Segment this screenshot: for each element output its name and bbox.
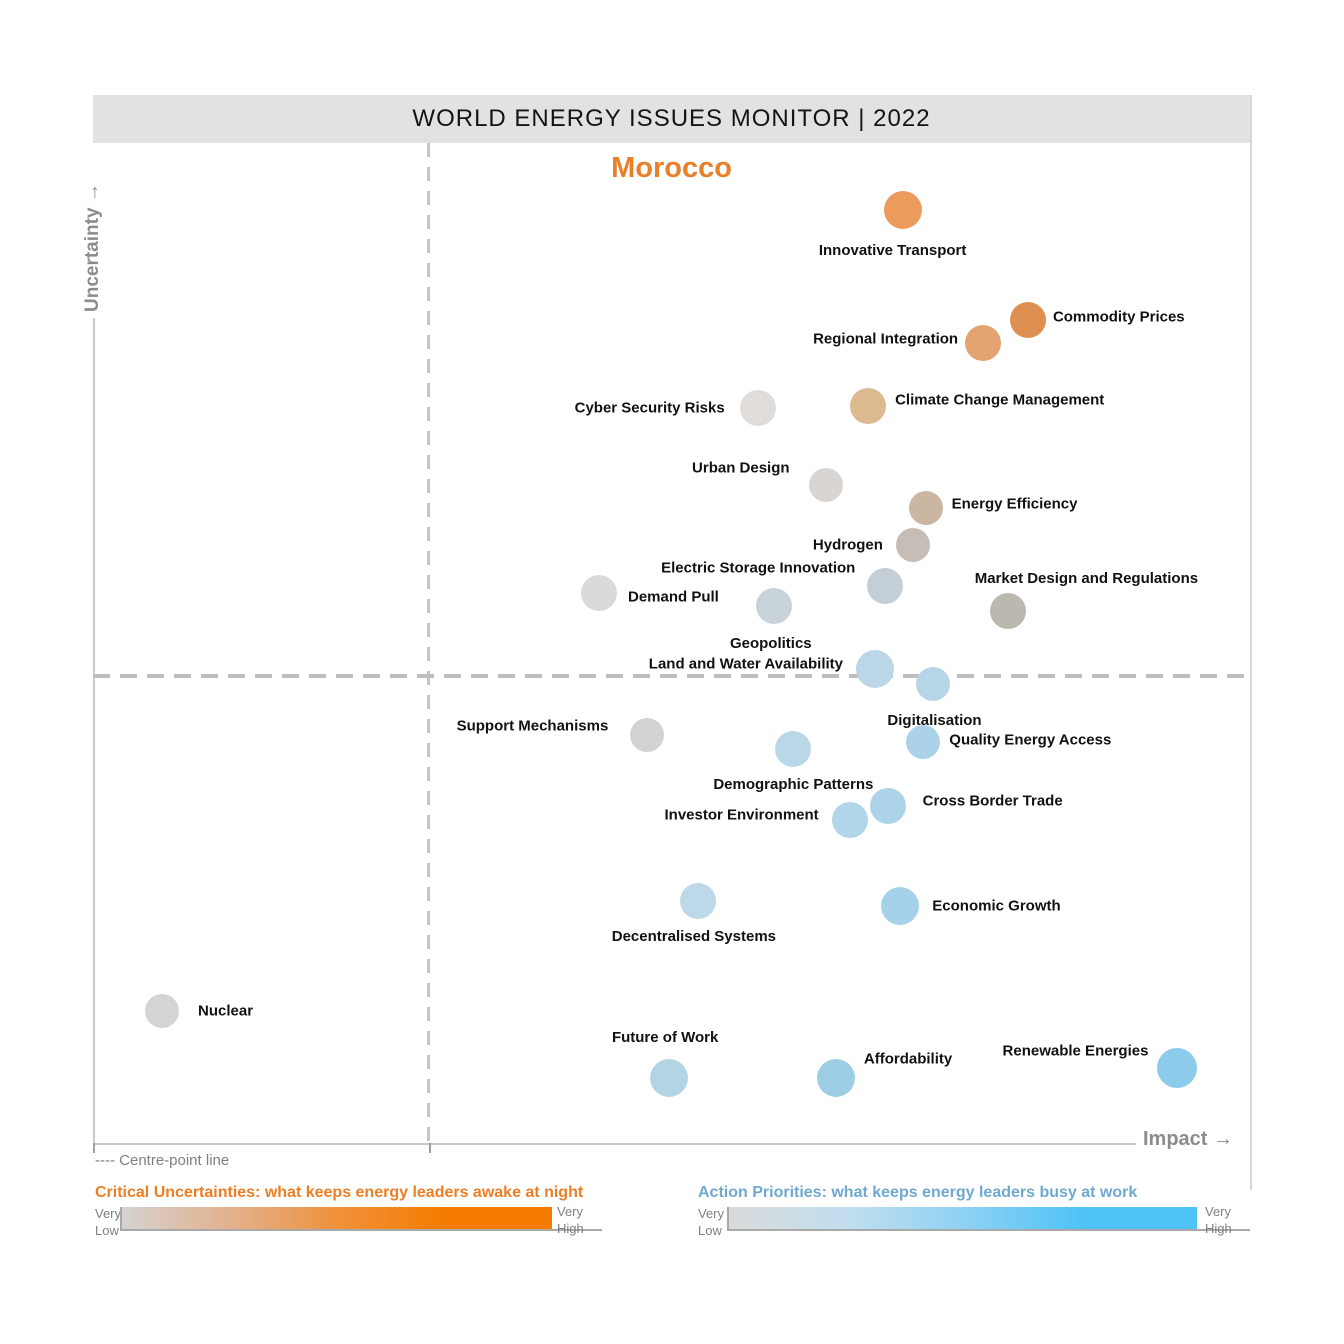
x-axis-label: Impact → (1143, 1128, 1234, 1150)
action-priorities-legend-title: Action Priorities: what keeps energy lea… (698, 1184, 1138, 1201)
chart-point-hydrogen (895, 528, 930, 562)
x-axis-tick-origin (93, 1143, 95, 1153)
chart-point-label-electric-storage-innovation: Electric Storage Innovation (661, 559, 856, 577)
chart-point-label-demographic-patterns: Demographic Patterns (713, 776, 874, 793)
chart-point-urban-design (808, 468, 843, 502)
chart-point-future-of-work (650, 1059, 689, 1097)
chart-point-innovative-transport (883, 191, 922, 229)
chart-point-label-investor-environment: Investor Environment (664, 806, 819, 824)
chart-point-economic-growth (881, 887, 920, 925)
chart-title: WORLD ENERGY ISSUES MONITOR | 2022 (412, 105, 931, 132)
chart-point-label-renewable-energies: Renewable Energies (1002, 1042, 1149, 1060)
chart-point-label-hydrogen: Hydrogen (812, 536, 883, 554)
chart-point-regional-integration (965, 325, 1002, 361)
chart-point-decentralised-systems (679, 883, 716, 919)
chart-point-label-climate-change-management: Climate Change Management (895, 391, 1105, 409)
centre-line-horizontal (93, 674, 1247, 678)
critical-bar-underline (550, 1229, 602, 1231)
x-axis-line (93, 1143, 1136, 1145)
action-legend-very-high-label: Very High (1205, 1204, 1232, 1236)
chart-point-market-design-and-regulations (990, 593, 1027, 629)
chart-point-geopolitics (755, 588, 792, 624)
action-legend-very-low-label: Very Low (698, 1206, 725, 1238)
centre-point-line-note: ---- Centre-point line (95, 1152, 230, 1169)
chart-point-quality-energy-access (906, 725, 941, 759)
y-axis-line (93, 318, 95, 1153)
chart-point-label-economic-growth: Economic Growth (932, 897, 1061, 915)
chart-point-climate-change-management (850, 388, 887, 424)
chart-point-label-land-and-water-availability: Land and Water Availability (648, 655, 843, 673)
chart-point-label-nuclear: Nuclear (198, 1002, 254, 1020)
plot-area: Innovative Transport Commodity Prices Regi… (93, 143, 1243, 1143)
critical-legend-very-low-label: Very Low (95, 1206, 122, 1238)
chart-point-energy-efficiency (908, 491, 943, 525)
chart-point-label-cyber-security-risks: Cyber Security Risks (574, 399, 725, 417)
chart-point-demand-pull (581, 575, 617, 611)
chart-point-label-support-mechanisms: Support Mechanisms (456, 717, 609, 735)
centre-line-vertical (427, 143, 430, 1143)
chart-point-label-market-design-and-regulations: Market Design and Regulations (974, 570, 1199, 587)
chart-point-renewable-energies (1157, 1048, 1198, 1088)
chart-point-land-and-water-availability (856, 650, 894, 688)
chart-point-label-cross-border-trade: Cross Border Trade (922, 792, 1063, 810)
chart-point-affordability (816, 1059, 855, 1097)
action-bar-underline (1195, 1229, 1250, 1231)
chart-point-cyber-security-risks (739, 390, 776, 426)
chart-point-support-mechanisms (630, 718, 665, 752)
action-priorities-gradient-bar (727, 1207, 1197, 1231)
chart-point-investor-environment (831, 802, 868, 838)
chart-point-cross-border-trade (869, 788, 906, 824)
chart-point-label-urban-design: Urban Design (692, 459, 790, 477)
chart-point-label-affordability: Affordability (863, 1050, 953, 1068)
chart-point-label-energy-efficiency: Energy Efficiency (951, 495, 1078, 513)
chart-point-label-demand-pull: Demand Pull (628, 588, 719, 606)
chart-point-label-geopolitics: Geopolitics (729, 635, 812, 652)
chart-point-label-quality-energy-access: Quality Energy Access (949, 731, 1112, 749)
chart-point-digitalisation (915, 667, 950, 701)
critical-uncertainties-legend-title: Critical Uncertainties: what keeps energ… (95, 1184, 584, 1201)
chart-point-demographic-patterns (775, 731, 812, 767)
chart-point-label-decentralised-systems: Decentralised Systems (611, 928, 777, 945)
x-axis-tick-centre (429, 1143, 431, 1153)
chart-point-label-digitalisation: Digitalisation (887, 712, 982, 729)
critical-legend-very-high-label: Very High (557, 1204, 584, 1236)
chart-point-label-innovative-transport: Innovative Transport (818, 242, 967, 259)
title-bar: WORLD ENERGY ISSUES MONITOR | 2022 (93, 95, 1250, 143)
critical-uncertainties-gradient-bar (120, 1207, 552, 1231)
country-title: Morocco (611, 152, 732, 184)
chart-right-border (1250, 95, 1252, 1190)
chart-point-label-regional-integration: Regional Integration (813, 330, 959, 348)
chart-point-commodity-prices (1009, 302, 1046, 338)
chart-point-electric-storage-innovation (867, 568, 904, 604)
chart-point-label-future-of-work: Future of Work (611, 1029, 719, 1046)
chart-point-nuclear (145, 994, 179, 1028)
chart-point-label-commodity-prices: Commodity Prices (1052, 308, 1185, 326)
